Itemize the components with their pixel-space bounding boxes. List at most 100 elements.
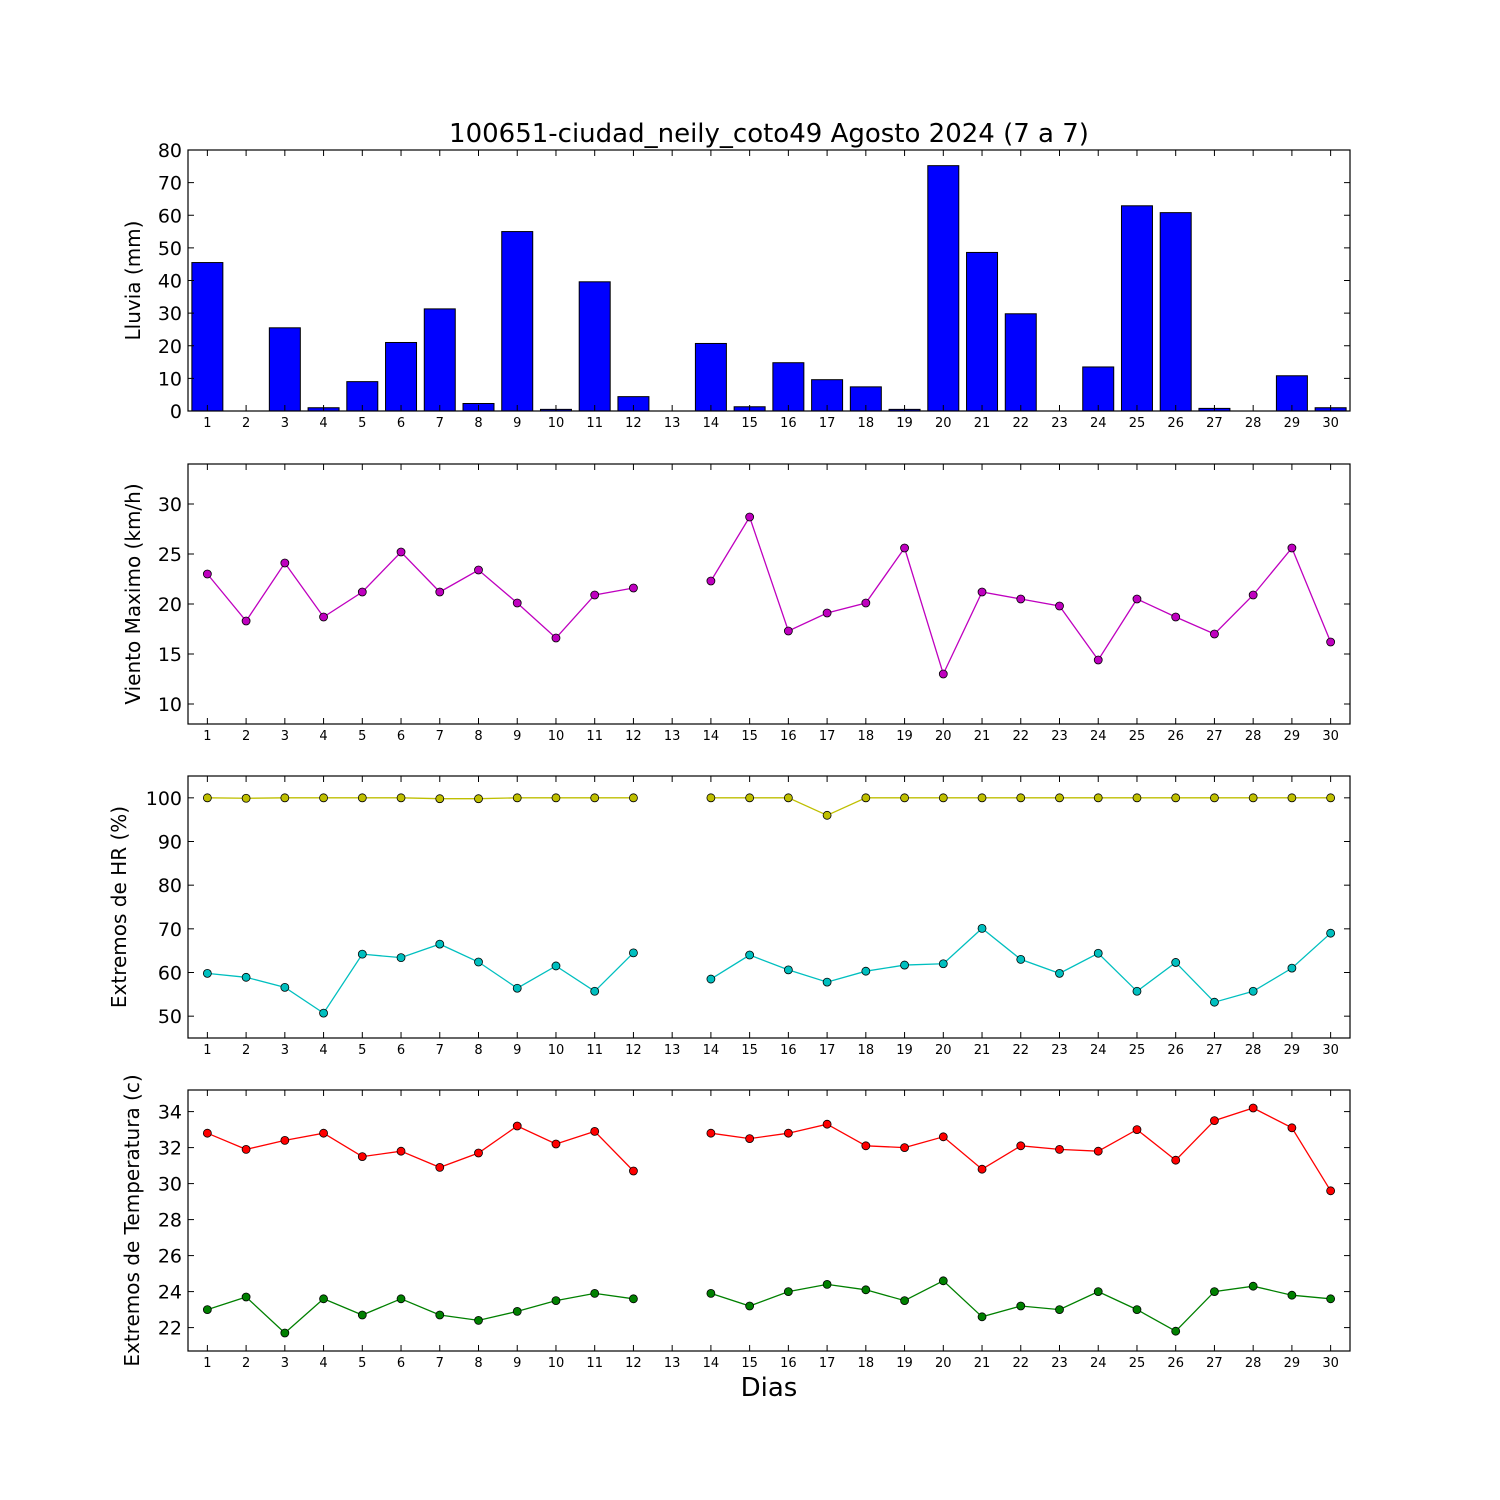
data-point <box>280 982 290 992</box>
data-point <box>551 961 561 971</box>
x-tick-label: 12 <box>625 729 642 744</box>
x-tick-label: 2 <box>242 1043 250 1058</box>
bar <box>385 341 418 412</box>
x-tick-label: 2 <box>242 1356 250 1371</box>
data-point <box>1171 1155 1181 1165</box>
data-point <box>474 565 483 575</box>
bar <box>694 342 727 412</box>
data-point <box>861 966 871 976</box>
x-tick-label: 11 <box>586 1356 603 1371</box>
data-point <box>357 1310 367 1320</box>
x-tick-label: 24 <box>1090 416 1107 431</box>
data-point <box>357 793 367 803</box>
data-point <box>1055 1145 1064 1154</box>
data-point <box>512 1307 522 1316</box>
series-line <box>207 943 634 1015</box>
data-point <box>900 1143 909 1152</box>
y-axis-label: Viento Maximo (km/h) <box>121 483 145 704</box>
data-point <box>861 1141 871 1151</box>
data-point <box>396 1294 406 1304</box>
data-point <box>241 1145 251 1154</box>
data-point <box>900 1296 909 1305</box>
y-axis-label: Lluvia (mm) <box>121 221 145 341</box>
x-tick-label: 23 <box>1051 1356 1068 1371</box>
data-point <box>1210 793 1219 803</box>
data-point <box>512 1121 522 1131</box>
x-tick-label: 2 <box>242 416 250 431</box>
x-tick-label: 21 <box>974 1043 991 1058</box>
bar <box>268 327 301 412</box>
data-point <box>745 1301 755 1311</box>
series-line <box>207 1292 634 1334</box>
data-point <box>706 1128 716 1138</box>
data-point <box>551 1139 561 1149</box>
data-point <box>1287 543 1297 553</box>
data-point <box>977 923 987 933</box>
data-point <box>1326 1294 1336 1304</box>
data-point <box>1055 601 1064 611</box>
data-point <box>590 1289 600 1298</box>
x-tick-label: 29 <box>1284 729 1301 744</box>
data-point <box>1287 1123 1297 1133</box>
data-point <box>357 587 367 597</box>
x-tick-label: 7 <box>436 729 444 744</box>
data-point <box>900 793 909 803</box>
x-tick-label: 1 <box>203 1043 211 1058</box>
data-point <box>319 1294 328 1304</box>
x-tick-label: 1 <box>203 1356 211 1371</box>
data-point <box>551 633 561 643</box>
data-point <box>629 583 638 593</box>
y-tick-label: 20 <box>158 336 182 358</box>
x-tick-label: 22 <box>1012 1043 1029 1058</box>
data-point <box>861 793 871 803</box>
data-point <box>977 1312 987 1322</box>
x-tick-label: 10 <box>548 729 565 744</box>
bar <box>578 281 611 412</box>
data-point <box>1093 1146 1103 1156</box>
data-point <box>319 1128 328 1138</box>
x-tick-label: 13 <box>664 416 681 431</box>
bar <box>1275 375 1308 412</box>
data-point <box>1248 1103 1258 1113</box>
data-point <box>706 793 716 803</box>
data-point <box>1210 997 1219 1007</box>
data-point <box>512 598 522 608</box>
x-tick-label: 8 <box>474 729 482 744</box>
data-point <box>319 1008 328 1018</box>
data-point <box>241 793 251 803</box>
y-tick-label: 10 <box>158 694 182 716</box>
x-tick-label: 28 <box>1245 729 1262 744</box>
x-tick-label: 24 <box>1090 1043 1107 1058</box>
bar <box>1159 212 1192 412</box>
bar <box>1120 205 1153 412</box>
data-point <box>745 793 755 803</box>
x-tick-label: 7 <box>436 1043 444 1058</box>
series-line <box>206 551 634 639</box>
x-tick-label: 16 <box>780 416 797 431</box>
data-point <box>1055 1305 1064 1314</box>
y-tick-label: 90 <box>158 832 182 854</box>
x-tick-label: 27 <box>1206 416 1223 431</box>
data-point <box>280 1136 290 1145</box>
x-tick-label: 13 <box>664 1043 681 1058</box>
x-tick-label: 14 <box>703 1356 720 1371</box>
data-point <box>396 547 406 557</box>
data-point <box>590 1127 600 1136</box>
x-tick-label: 4 <box>319 729 327 744</box>
data-point <box>280 793 290 803</box>
data-point <box>1016 1141 1026 1151</box>
x-tick-label: 6 <box>397 729 405 744</box>
x-tick-label: 4 <box>319 1356 327 1371</box>
x-tick-label: 29 <box>1284 416 1301 431</box>
x-tick-label: 29 <box>1284 1043 1301 1058</box>
data-point <box>783 1128 793 1138</box>
data-point <box>1055 968 1064 978</box>
data-point <box>396 1146 406 1156</box>
data-point <box>938 1132 948 1142</box>
x-tick-label: 19 <box>896 1043 913 1058</box>
x-tick-label: 17 <box>819 416 836 431</box>
y-tick-label: 0 <box>170 401 182 423</box>
x-tick-label: 9 <box>513 1043 521 1058</box>
